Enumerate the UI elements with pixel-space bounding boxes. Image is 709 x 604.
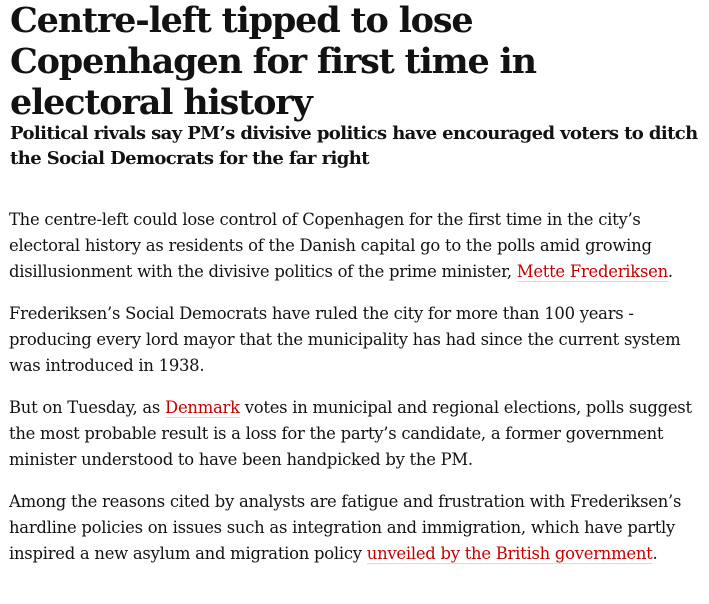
paragraph-1: The centre-left could lose control of Co…: [9, 207, 704, 285]
british-government-link[interactable]: unveiled by the British government: [366, 544, 653, 564]
mette-frederiksen-link[interactable]: Mette Frederiksen: [516, 262, 668, 282]
paragraph-1-text-before: The centre-left could lose control of Co…: [9, 210, 652, 281]
paragraph-3-text-after: votes in municipal and regional election…: [9, 398, 692, 469]
paragraph-3: But on Tuesday, as Denmark votes in muni…: [9, 395, 704, 473]
headline: Centre-left tipped to lose Copenhagen fo…: [10, 0, 537, 123]
paragraph-3-text-before: But on Tuesday, as: [9, 398, 166, 417]
paragraph-4: Among the reasons cited by analysts are …: [9, 489, 704, 567]
article-body: The centre-left could lose control of Co…: [9, 207, 704, 583]
denmark-link[interactable]: Denmark: [165, 398, 240, 418]
paragraph-4-text-before: Among the reasons cited by analysts are …: [9, 492, 682, 563]
paragraph-1-text-after: .: [667, 262, 673, 281]
standfirst: Political rivals say PM’s divisive polit…: [10, 123, 698, 169]
paragraph-2: Frederiksen’s Social Democrats have rule…: [9, 304, 681, 375]
paragraph-4-text-after: .: [652, 544, 658, 563]
